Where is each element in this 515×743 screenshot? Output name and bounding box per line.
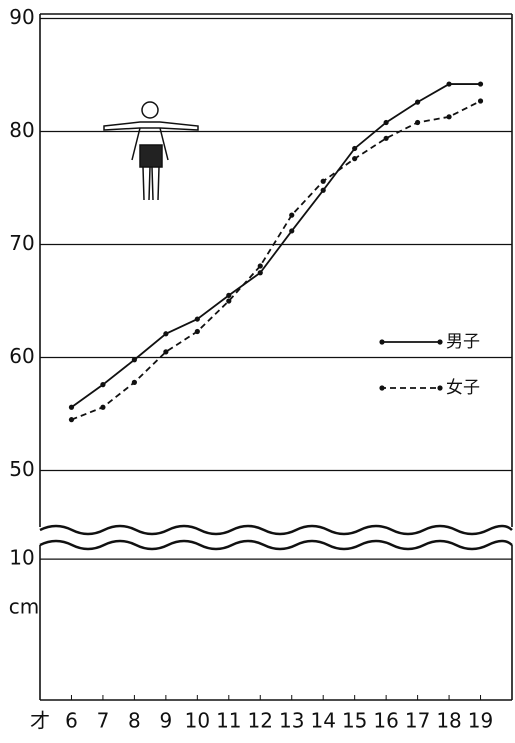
legend-label: 女子	[446, 378, 480, 398]
point	[321, 179, 326, 184]
legend-dot	[379, 339, 384, 344]
point	[100, 382, 105, 387]
point	[226, 298, 231, 303]
point	[446, 81, 451, 86]
x-tick-label: 10	[185, 709, 210, 733]
point	[132, 380, 137, 385]
x-tick-label: 17	[405, 709, 430, 733]
legend-label: 男子	[446, 332, 480, 352]
y-tick-label: 70	[9, 231, 34, 255]
point	[195, 316, 200, 321]
point	[415, 120, 420, 125]
x-tick-label: 6	[65, 709, 78, 733]
legend-dot	[379, 385, 384, 390]
point	[69, 417, 74, 422]
point	[321, 188, 326, 193]
x-tick-label: 11	[216, 709, 241, 733]
x-tick-label: 15	[342, 709, 367, 733]
legend-dot	[437, 339, 442, 344]
x-tick-label: 14	[310, 709, 335, 733]
x-tick-label: 7	[97, 709, 110, 733]
y-tick-label: 90	[9, 5, 34, 29]
y-tick-label: 80	[9, 118, 34, 142]
x-axis-label: 才	[30, 709, 50, 733]
x-tick-label: 16	[373, 709, 398, 733]
point	[258, 270, 263, 275]
point	[289, 228, 294, 233]
x-tick-label: 13	[279, 709, 304, 733]
y-tick-label: 10	[9, 546, 34, 570]
point	[446, 114, 451, 119]
point	[384, 136, 389, 141]
x-tick-label: 12	[248, 709, 273, 733]
point	[478, 81, 483, 86]
point	[289, 213, 294, 218]
lower-axis-unit: cm	[9, 595, 39, 619]
x-tick-label: 9	[159, 709, 172, 733]
point	[132, 357, 137, 362]
point	[226, 293, 231, 298]
point	[352, 156, 357, 161]
background	[0, 0, 515, 743]
point	[69, 405, 74, 410]
point	[163, 349, 168, 354]
y-tick-label: 50	[9, 457, 34, 481]
x-tick-label: 19	[468, 709, 493, 733]
point	[478, 98, 483, 103]
x-tick-label: 8	[128, 709, 141, 733]
point	[352, 146, 357, 151]
point	[163, 331, 168, 336]
legend-dot	[437, 385, 442, 390]
point	[100, 405, 105, 410]
point	[258, 263, 263, 268]
point	[195, 329, 200, 334]
y-tick-label: 60	[9, 344, 34, 368]
x-tick-label: 18	[436, 709, 461, 733]
point	[384, 120, 389, 125]
point	[415, 100, 420, 105]
chart: 才 cm 50607080901067891011121314151617181…	[0, 0, 515, 743]
